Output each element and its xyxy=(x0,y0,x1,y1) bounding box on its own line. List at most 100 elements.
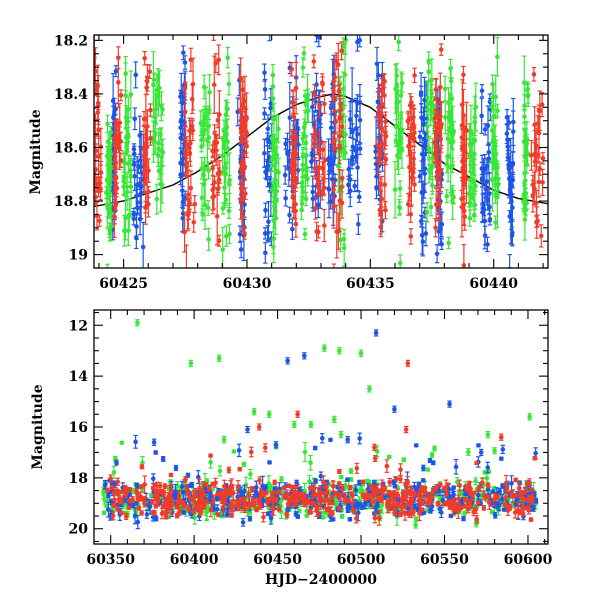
observation-red xyxy=(380,72,386,98)
observation-red xyxy=(184,244,189,268)
data-point xyxy=(147,69,153,75)
data-point xyxy=(210,195,215,200)
observation-red xyxy=(94,47,98,96)
observation-green xyxy=(223,161,229,175)
observation-red xyxy=(192,195,198,214)
observation-green xyxy=(495,36,500,77)
data-point xyxy=(182,196,188,201)
observation-blue xyxy=(487,213,493,226)
observation-blue xyxy=(328,143,333,172)
observation-blue xyxy=(356,191,362,203)
observation-green xyxy=(225,46,231,69)
data-point xyxy=(317,151,322,157)
data-point xyxy=(134,193,139,199)
data-point xyxy=(299,207,304,213)
data-point xyxy=(356,221,361,227)
data-point xyxy=(506,120,512,125)
data-point xyxy=(434,251,440,257)
data-point xyxy=(450,200,455,205)
observation-blue xyxy=(328,101,334,115)
observation-red xyxy=(335,42,341,87)
observation-blue xyxy=(480,202,485,223)
data-point xyxy=(290,134,295,140)
data-point xyxy=(383,119,388,125)
observation-red xyxy=(142,50,147,66)
data-point xyxy=(315,203,321,208)
observation-blue xyxy=(420,226,426,257)
observation-red xyxy=(214,187,220,246)
observation-red xyxy=(320,73,325,93)
data-point xyxy=(140,244,146,250)
data-point xyxy=(271,116,277,122)
observation-green xyxy=(473,82,479,132)
data-point xyxy=(430,155,436,161)
observation-red xyxy=(217,90,222,140)
observation-blue xyxy=(180,195,186,209)
observation-green xyxy=(105,114,110,134)
data-point xyxy=(375,158,381,163)
observation-red xyxy=(319,182,325,201)
data-point xyxy=(187,128,192,134)
data-point xyxy=(337,198,343,203)
observation-green xyxy=(224,125,229,142)
data-point xyxy=(379,126,385,131)
data-point xyxy=(287,115,293,121)
data-point xyxy=(290,171,296,177)
observation-red xyxy=(115,134,121,147)
observation-green xyxy=(128,155,134,219)
data-point xyxy=(148,135,153,141)
data-point xyxy=(132,173,137,179)
observation-red xyxy=(339,41,344,61)
observation-red xyxy=(289,62,295,77)
data-point xyxy=(116,80,121,85)
data-point xyxy=(223,165,229,171)
observation-green xyxy=(299,199,304,221)
data-point xyxy=(472,151,477,157)
observation-red xyxy=(378,146,383,164)
data-point xyxy=(105,206,111,211)
data-point xyxy=(429,110,434,115)
data-point xyxy=(217,112,222,117)
data-point xyxy=(339,175,345,181)
data-point xyxy=(381,141,387,147)
observation-green xyxy=(123,56,128,92)
observation-blue xyxy=(347,161,353,198)
data-point xyxy=(429,91,435,96)
data-point xyxy=(128,184,134,190)
data-point xyxy=(237,231,243,237)
data-point xyxy=(446,100,451,106)
data-point xyxy=(108,177,113,182)
data-point xyxy=(382,182,388,187)
data-point xyxy=(378,181,383,187)
observation-red xyxy=(331,263,337,268)
observation-blue xyxy=(132,145,137,163)
observation-red xyxy=(331,180,336,199)
data-point xyxy=(321,223,327,228)
data-point xyxy=(357,146,363,151)
observation-green xyxy=(468,154,474,206)
data-point xyxy=(180,199,186,205)
data-point xyxy=(178,94,183,99)
observation-red xyxy=(311,127,317,149)
observation-red xyxy=(322,93,327,114)
data-point xyxy=(300,154,306,159)
data-point xyxy=(446,240,451,246)
data-point xyxy=(493,220,498,225)
data-point xyxy=(200,212,205,218)
data-point xyxy=(293,221,299,227)
observation-green xyxy=(301,46,307,61)
data-point xyxy=(192,201,198,207)
observation-green xyxy=(303,191,309,207)
observation-red xyxy=(332,55,338,100)
data-point xyxy=(265,163,271,169)
data-point xyxy=(322,157,328,163)
data-point xyxy=(487,217,493,222)
data-point xyxy=(442,86,448,92)
observation-green xyxy=(398,71,404,120)
data-point xyxy=(484,179,490,184)
data-point xyxy=(220,206,226,211)
data-point xyxy=(522,127,528,133)
data-point xyxy=(267,25,272,30)
data-point xyxy=(152,115,158,121)
data-point xyxy=(290,226,295,232)
